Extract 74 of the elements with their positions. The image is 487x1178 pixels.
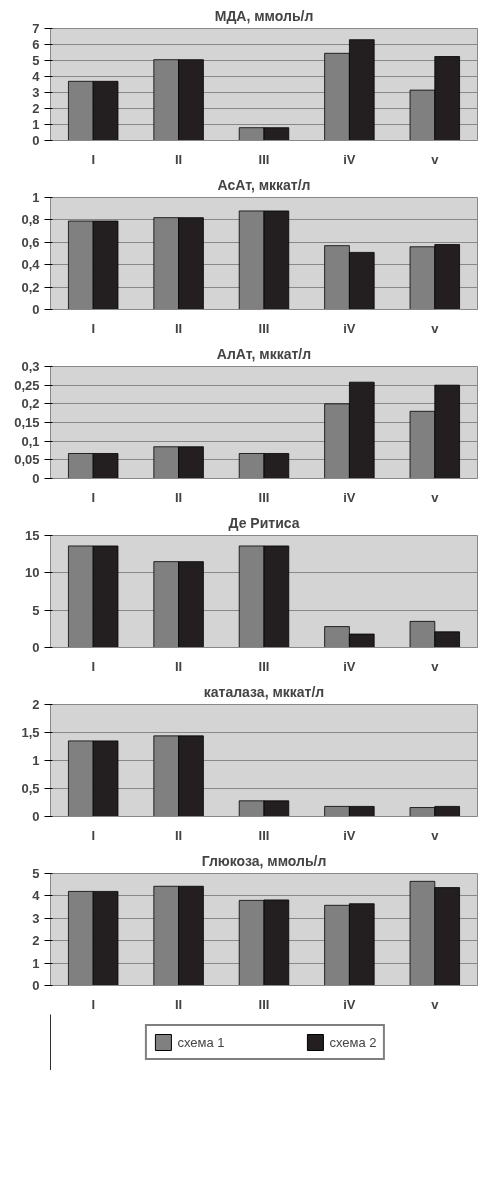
- y-tick-label: 0,25: [14, 377, 40, 393]
- x-tick-label: iV: [343, 996, 356, 1012]
- y-tick-label: 0,3: [21, 359, 40, 374]
- y-tick-label: 4: [32, 888, 41, 904]
- x-tick-label: v: [431, 489, 440, 505]
- y-tick-label: 0: [32, 133, 40, 148]
- y-tick-label: 4: [32, 69, 41, 84]
- x-tick-label: I: [91, 489, 96, 505]
- legend-label: схема 2: [329, 1034, 377, 1050]
- y-tick-label: 2: [32, 101, 40, 116]
- x-tick-label: III: [258, 320, 270, 336]
- x-tick-label: II: [174, 489, 183, 505]
- y-tick-label: 10: [25, 565, 40, 581]
- x-tick-label: v: [431, 658, 440, 674]
- y-tick-label: 2: [32, 697, 40, 712]
- x-tick-label: iV: [343, 489, 356, 505]
- x-tick-label: III: [258, 151, 270, 167]
- y-tick-label: 0,8: [21, 212, 40, 228]
- x-tick-label: III: [258, 658, 270, 674]
- x-tick-label: I: [91, 996, 96, 1012]
- y-tick-label: 3: [32, 85, 40, 100]
- x-tick-label: III: [258, 827, 270, 843]
- x-tick-label: v: [431, 827, 440, 843]
- x-tick-label: v: [431, 996, 440, 1012]
- y-tick-label: 0,6: [21, 234, 40, 250]
- y-tick-label: 0,5: [21, 781, 40, 796]
- y-tick-label: 0,2: [21, 279, 40, 295]
- y-tick-label: 0: [32, 978, 40, 993]
- y-tick-label: 0,4: [21, 257, 41, 273]
- x-tick-label: iV: [343, 320, 356, 336]
- x-tick-label: v: [431, 320, 440, 336]
- x-tick-label: II: [174, 827, 183, 843]
- x-tick-label: I: [91, 658, 96, 674]
- y-tick-label: 0,05: [14, 452, 40, 468]
- x-tick-label: III: [258, 489, 270, 505]
- x-tick-label: I: [91, 151, 96, 167]
- y-tick-label: 5: [32, 866, 40, 881]
- chart-title: каталаза, мккат/л: [203, 683, 325, 700]
- y-tick-label: 0: [32, 471, 40, 486]
- y-tick-label: 2: [32, 933, 40, 949]
- chart-title: Глюкоза, ммоль/л: [201, 852, 327, 869]
- x-tick-label: II: [174, 658, 183, 674]
- x-tick-label: III: [258, 996, 270, 1012]
- x-tick-label: v: [431, 151, 440, 167]
- x-tick-label: iV: [343, 827, 356, 843]
- y-tick-label: 1: [32, 190, 40, 205]
- y-tick-label: 0,15: [14, 415, 40, 430]
- x-tick-label: II: [174, 151, 183, 167]
- y-tick-label: 5: [32, 602, 40, 618]
- chart-title: АсАт, мккат/л: [217, 176, 311, 193]
- chart-title: МДА, ммоль/л: [214, 7, 314, 24]
- legend-label: схема 1: [177, 1034, 225, 1050]
- y-tick-label: 0: [32, 809, 40, 824]
- y-tick-label: 1,5: [21, 725, 40, 740]
- x-tick-label: II: [174, 996, 183, 1012]
- y-tick-label: 1: [32, 955, 40, 971]
- y-tick-label: 0,2: [21, 396, 40, 412]
- x-tick-label: iV: [343, 658, 356, 674]
- x-tick-label: I: [91, 827, 96, 843]
- y-tick-label: 1: [32, 117, 40, 132]
- y-tick-label: 0,1: [21, 433, 40, 449]
- y-tick-label: 1: [32, 753, 40, 768]
- y-tick-label: 0: [32, 640, 40, 655]
- x-tick-label: II: [174, 320, 183, 336]
- y-tick-label: 0: [32, 302, 40, 317]
- chart-title: АлАт, мккат/л: [216, 345, 312, 362]
- y-tick-label: 5: [32, 53, 40, 68]
- y-tick-label: 7: [32, 21, 40, 36]
- x-tick-label: I: [91, 320, 96, 336]
- y-tick-label: 6: [32, 37, 40, 52]
- chart-title: Де Ритиса: [228, 514, 300, 531]
- y-tick-label: 3: [32, 910, 40, 926]
- y-tick-label: 15: [25, 528, 40, 543]
- x-tick-label: iV: [343, 151, 356, 167]
